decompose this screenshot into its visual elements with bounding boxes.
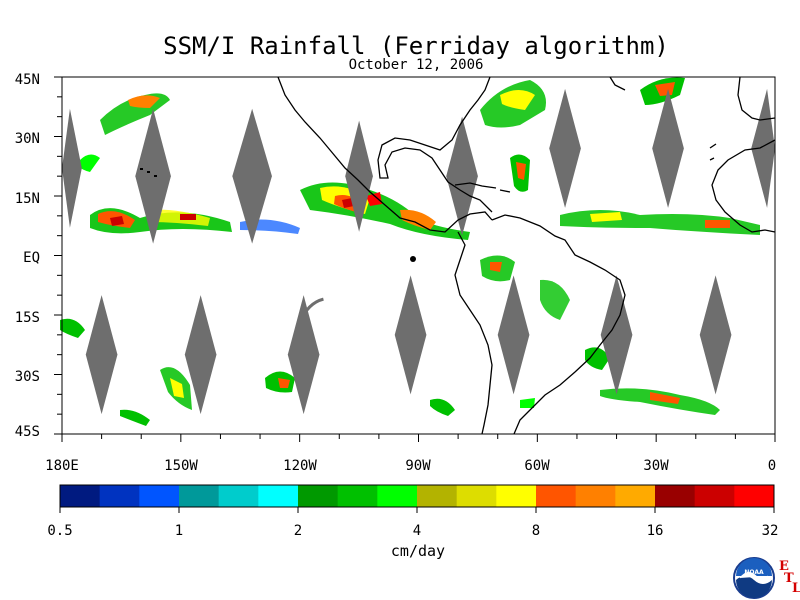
- etl-letter-l: L: [792, 581, 800, 596]
- colorbar-swatch: [456, 485, 497, 507]
- colorbar-unit: cm/day: [391, 542, 445, 560]
- no-data-diamond: [62, 108, 82, 228]
- colorbar-swatch: [536, 485, 577, 507]
- figure-date: October 12, 2006: [349, 57, 484, 73]
- no-data-diamond: [446, 116, 478, 236]
- noaa-logo-text: NOAA: [744, 569, 764, 576]
- noaa-logo-icon: NOAA: [733, 557, 775, 599]
- figure-title: SSM/I Rainfall (Ferriday algorithm): [163, 32, 669, 60]
- lon-label-180e: 180E: [45, 458, 79, 474]
- map-ticks: [54, 76, 776, 442]
- colorbar-label-16: 16: [647, 523, 664, 539]
- colorbar-label-1: 1: [175, 523, 183, 539]
- lat-label-15s: 15S: [15, 310, 40, 326]
- colorbar-ticks: [59, 507, 775, 513]
- colorbar-label-2: 2: [294, 523, 302, 539]
- hawaii-islands: [140, 168, 157, 177]
- lat-label-45n: 45N: [15, 72, 40, 88]
- lat-label-15n: 15N: [15, 191, 40, 207]
- longitude-labels: 180E 150W 120W 90W 60W 30W 0: [45, 458, 776, 474]
- lon-label-90w: 90W: [405, 458, 431, 474]
- lon-label-120w: 120W: [283, 458, 317, 474]
- no-data-diamond: [345, 120, 373, 232]
- no-data-diamond: [600, 275, 633, 395]
- colorbar-swatch: [139, 485, 180, 507]
- colorbar-swatch: [179, 485, 220, 507]
- colorbar-swatch: [655, 485, 696, 507]
- latitude-labels: 45N 30N 15N EQ 15S 30S 45S: [15, 72, 40, 440]
- no-data-diamond: [287, 295, 320, 415]
- no-data-diamond: [184, 295, 217, 415]
- lon-label-0: 0: [768, 458, 776, 474]
- colorbar-swatch: [615, 485, 656, 507]
- lat-label-45s: 45S: [15, 424, 40, 440]
- etl-letter-t: T: [784, 571, 794, 586]
- lon-label-60w: 60W: [524, 458, 550, 474]
- lon-label-150w: 150W: [164, 458, 198, 474]
- colorbar-swatch: [258, 485, 299, 507]
- colorbar-swatch: [496, 485, 537, 507]
- colorbar-swatch: [298, 485, 339, 507]
- colorbar-swatch: [218, 485, 259, 507]
- rainfall-map: 45N 30N 15N EQ 15S 30S 45S 180E 150W 120…: [15, 72, 777, 474]
- colorbar-label-0-5: 0.5: [47, 523, 72, 539]
- lat-label-30n: 30N: [15, 131, 40, 147]
- no-data-diamond: [652, 88, 684, 208]
- no-data-diamond: [497, 275, 530, 395]
- coastlines: [277, 76, 776, 435]
- no-data-diamond: [85, 295, 118, 415]
- no-data-diamond: [135, 108, 171, 244]
- colorbar-label-8: 8: [532, 523, 540, 539]
- no-data-diamond: [699, 275, 732, 395]
- no-data-diamond: [232, 108, 272, 244]
- colorbar-swatch: [60, 485, 101, 507]
- no-data-swath-tail: [298, 297, 324, 324]
- galapagos-island: [410, 256, 416, 262]
- colorbar-swatch: [99, 485, 140, 507]
- lat-label-eq: EQ: [23, 250, 40, 266]
- colorbar-label-4: 4: [413, 523, 421, 539]
- no-data-diamond: [549, 88, 581, 208]
- lat-label-30s: 30S: [15, 369, 40, 385]
- rainfall-field: [60, 77, 760, 426]
- colorbar: 0.5 1 2 4 8 16 32 cm/day: [47, 484, 779, 560]
- colorbar-swatch: [377, 485, 418, 507]
- colorbar-swatch: [575, 485, 616, 507]
- colorbar-swatch: [694, 485, 735, 507]
- no-data-diamond: [394, 275, 427, 395]
- colorbar-label-32: 32: [762, 523, 779, 539]
- colorbar-swatch: [337, 485, 378, 507]
- colorbar-swatches: [60, 485, 775, 507]
- colorbar-swatch: [734, 485, 775, 507]
- lon-label-30w: 30W: [643, 458, 669, 474]
- etl-letter-e: E: [779, 559, 789, 574]
- colorbar-swatch: [417, 485, 458, 507]
